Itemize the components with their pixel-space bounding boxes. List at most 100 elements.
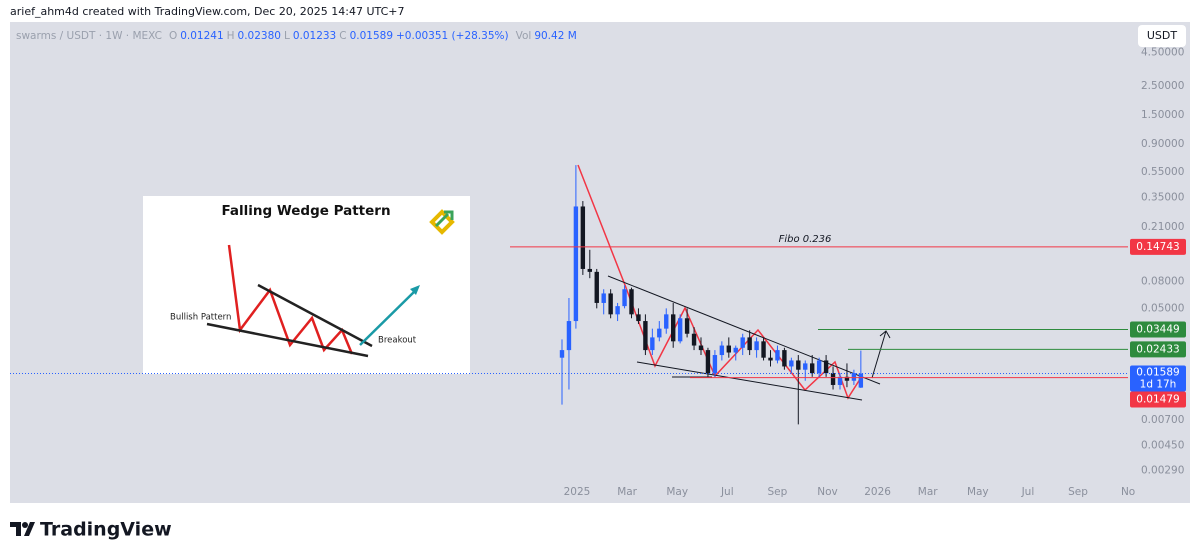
candle-body [768,357,773,361]
candle-body [657,328,662,338]
candle-body [810,363,815,374]
candle-body [636,314,641,322]
y-tick-label: 0.90000 [1141,138,1184,150]
level-label: 0.02433 [1136,343,1179,355]
candle-body [566,321,572,351]
y-tick-label: 0.35000 [1141,192,1184,204]
candle-body [594,271,599,303]
candle-body [789,360,794,367]
level-label: 0.01479 [1136,394,1179,406]
footer-brand: TradingView [40,519,172,541]
candle-body [733,347,738,353]
y-tick-label: 0.00700 [1141,414,1184,426]
credit: arief_ahm4d created with TradingView.com… [10,5,405,18]
candle-body [761,341,766,358]
y-tick-label: 0.05000 [1141,302,1184,314]
candle-body [671,314,676,342]
candle-body [754,341,759,351]
last-price-label: 0.01589 [1136,367,1179,379]
y-tick-label: 4.50000 [1141,46,1184,58]
candle-body [830,373,836,385]
ohlc-key: L [284,30,290,42]
x-tick-label: 2026 [864,486,891,498]
plot: 4.50000 2.50000 1.50000 0.90000 0.55000 0.350… [10,46,1186,498]
candle-body [740,337,745,348]
legend: swarms / USDT · 1W · MEXC O 0.01241 H 0.0238… [16,30,577,42]
candle-body [851,373,857,381]
candle-body [580,206,586,269]
candle-body [622,289,627,307]
candle-body [608,293,613,315]
candle-body [803,363,808,370]
candle-body [664,314,669,329]
candle-body [796,360,801,370]
x-tick-label: Sep [1068,486,1088,498]
level-tag [1130,321,1186,338]
wedge-upper [607,275,881,385]
ohlc-value: 0.02380 [238,30,281,42]
y-tick-label: 0.21000 [1141,221,1184,233]
candle-body [705,350,711,374]
x-tick-label: Jul [720,486,734,498]
inset-upper-line [257,283,373,348]
x-tick-label: Mar [918,486,938,498]
ohlc-value: 0.01589 [350,30,393,42]
volume: 90.42 M [534,30,576,42]
candle-body [587,268,592,272]
inset-lower-line [206,322,369,358]
y-tick-label: 0.00450 [1141,439,1184,451]
ohlc-key: O [169,30,177,42]
x-tick-label: No [1121,486,1135,498]
inset-right-label: Breakout [378,336,417,346]
candle-body [816,360,822,374]
inset-arrow [359,289,417,346]
candle-body [573,206,579,322]
ohlc-value: 0.01241 [180,30,223,42]
y-tick-label: 2.50000 [1141,80,1184,92]
candle-body [601,293,606,303]
x-tick-label: 2025 [564,486,591,498]
x-tick-label: Nov [817,486,838,498]
change: +0.00351 (+28.35%) [396,30,509,42]
currency-button[interactable] [1138,25,1186,47]
inset: Falling Wedge Pattern Bullish Pattern Br… [143,196,470,374]
candle-body [837,376,843,385]
wedge-lower [636,361,863,401]
inset-zigzag [227,244,354,355]
footer: TradingView [10,519,172,541]
symbol: swarms / USDT · 1W · MEXC [16,30,162,42]
inset-logo [429,209,455,235]
candle-body [844,376,850,381]
footer-logo [10,522,35,536]
inset-bg [143,196,470,374]
inset-arrow-head [410,285,420,295]
candle-body [650,337,655,351]
level-note: Fibo 0.236 [779,234,832,245]
candle-body [698,345,704,351]
inset-title: Falling Wedge Pattern [221,203,390,219]
level-label: 0.03449 [1136,323,1179,335]
candle-body [747,337,752,351]
candle-body [677,318,683,342]
candle-body [775,350,780,361]
candle-body [782,350,787,367]
candle-body [823,360,829,374]
x-tick-label: May [967,486,989,498]
volume-key: Vol [516,30,532,42]
level-tag [1130,341,1186,358]
y-tick-label: 0.55000 [1141,166,1184,178]
inset-left-label: Bullish Pattern [170,313,231,323]
candle-body [559,350,565,358]
currency-label[interactable]: USDT [1147,29,1178,42]
level-tag [1130,238,1186,255]
candle-body [643,321,648,351]
last-price-tag [1130,365,1186,392]
y-tick-label: 0.00290 [1141,464,1184,476]
x-tick-label: Jul [1021,486,1035,498]
candle-body [629,289,634,315]
y-tick-label: 1.50000 [1141,109,1184,121]
footer-logo-dot [22,522,28,528]
candle-body [712,355,718,374]
countdown: 1d 17h [1140,379,1177,391]
